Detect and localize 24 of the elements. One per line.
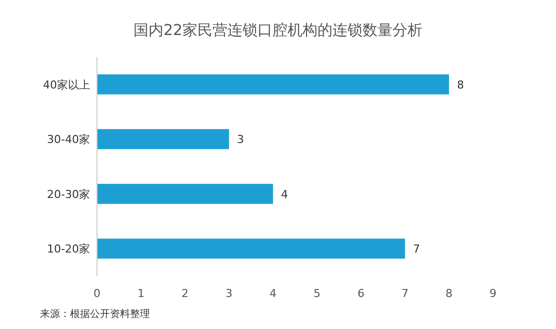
data-label: 4	[281, 188, 288, 201]
data-label: 8	[457, 78, 464, 92]
y-tick-label: 40家以上	[43, 78, 90, 92]
y-tick-label: 20-30家	[47, 188, 90, 201]
bar	[97, 129, 229, 150]
y-tick-label: 30-40家	[47, 133, 90, 146]
source-note: 来源：根据公开资料整理	[40, 308, 150, 320]
x-tick-label: 5	[314, 287, 320, 300]
x-tick-label: 3	[226, 287, 232, 300]
y-tick-label: 10-20家	[47, 242, 90, 256]
data-label: 3	[237, 133, 244, 146]
x-tick-label: 7	[402, 287, 408, 300]
x-tick-label: 2	[182, 287, 188, 300]
data-label: 7	[413, 242, 420, 256]
x-tick-label: 9	[490, 287, 496, 300]
chart-title: 国内22家民营连锁口腔机构的连锁数量分析	[133, 21, 423, 39]
bar	[97, 238, 405, 259]
x-tick-label: 0	[94, 287, 100, 300]
x-tick-label: 1	[138, 287, 144, 300]
x-tick-label: 6	[358, 287, 364, 300]
bar	[97, 184, 273, 204]
x-tick-label: 8	[446, 287, 452, 300]
bar	[97, 74, 449, 94]
x-tick-label: 4	[270, 287, 276, 300]
